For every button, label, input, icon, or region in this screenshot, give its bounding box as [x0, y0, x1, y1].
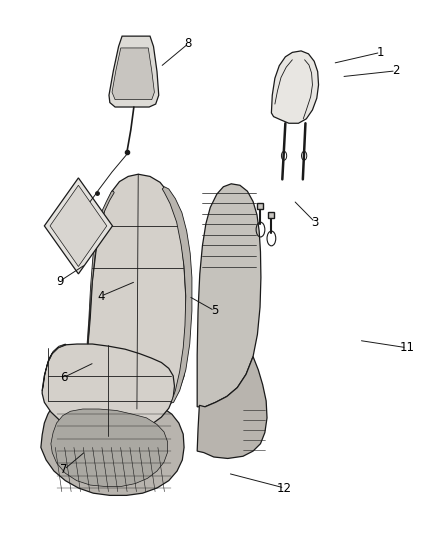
Polygon shape: [109, 36, 159, 107]
Polygon shape: [87, 191, 114, 344]
Text: 3: 3: [311, 216, 319, 229]
Text: 2: 2: [392, 64, 399, 77]
Text: 12: 12: [277, 481, 292, 495]
Polygon shape: [41, 393, 184, 495]
Text: 1: 1: [377, 46, 384, 59]
Text: 9: 9: [56, 275, 64, 288]
Polygon shape: [42, 344, 174, 435]
Text: 7: 7: [60, 463, 68, 476]
Text: 4: 4: [97, 289, 105, 303]
Polygon shape: [51, 409, 167, 487]
Polygon shape: [112, 48, 154, 100]
Polygon shape: [44, 178, 113, 274]
Polygon shape: [197, 357, 267, 458]
Polygon shape: [88, 174, 187, 409]
Text: 8: 8: [185, 37, 192, 50]
Polygon shape: [197, 184, 261, 407]
Text: 6: 6: [60, 371, 68, 384]
Text: 11: 11: [399, 341, 414, 354]
Text: 5: 5: [211, 304, 218, 317]
Polygon shape: [42, 344, 66, 391]
Polygon shape: [272, 51, 318, 123]
Polygon shape: [50, 185, 107, 266]
Polygon shape: [162, 187, 192, 403]
